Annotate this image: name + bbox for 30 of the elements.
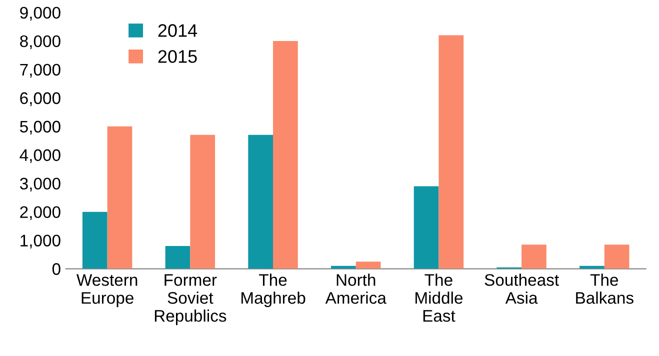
bar <box>522 244 546 269</box>
x-tick-label: Former Soviet Republics <box>154 274 226 326</box>
x-tick-label: The Middle East <box>416 274 463 322</box>
bar <box>438 35 464 269</box>
x-tick-label: The Balkans <box>576 274 634 304</box>
x-tick-label: Southeast Asia <box>484 274 559 304</box>
bar <box>248 134 274 269</box>
x-tick-label: Western Europe <box>76 274 138 308</box>
bar <box>190 134 216 269</box>
bar <box>414 186 439 269</box>
y-tick-label: 8,000 <box>20 35 60 50</box>
bar <box>273 40 298 269</box>
bar <box>107 126 132 269</box>
y-tick-label: 5,000 <box>20 120 60 135</box>
y-tick-label: 9,000 <box>20 6 60 21</box>
y-tick-label: 2,000 <box>20 206 60 220</box>
bar <box>82 212 108 269</box>
y-tick-label: 3,000 <box>20 178 60 192</box>
bar <box>356 262 381 269</box>
y-tick-label: 4,000 <box>20 149 60 164</box>
x-tick-label: The Maghreb <box>241 274 306 308</box>
y-tick-label: 0 <box>52 263 60 275</box>
legend-label: 2014 <box>158 24 198 37</box>
bar <box>165 246 190 269</box>
bar <box>604 244 630 269</box>
x-tick-label: North America <box>325 274 386 304</box>
legend-label: 2015 <box>158 50 197 63</box>
y-tick-label: 7,000 <box>20 64 60 78</box>
y-tick-label: 1,000 <box>20 234 60 248</box>
y-tick-label: 6,000 <box>20 92 60 106</box>
